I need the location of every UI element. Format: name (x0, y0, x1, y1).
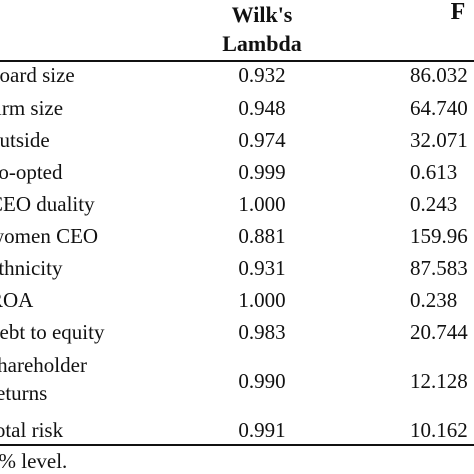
f-value: 64.740 (410, 96, 468, 120)
row-label: outside (0, 128, 50, 152)
header-wilks-line1: Wilk's (231, 2, 293, 27)
f-value: 32.071 (410, 128, 468, 152)
row-label: women CEO (0, 224, 99, 248)
table-footnote: 5% level. (0, 449, 68, 473)
f-value: 86.032 (410, 63, 468, 87)
header-f: F (450, 0, 466, 25)
row-label: ROA (0, 288, 34, 312)
wilks-lambda-value: 0.881 (238, 224, 286, 248)
header-rule (0, 60, 474, 62)
f-value: 12.128 (410, 369, 468, 393)
wilks-lambda-value: 0.974 (238, 128, 286, 152)
table-bottom-rule (0, 444, 474, 446)
wilks-lambda-value: 0.990 (238, 369, 286, 393)
wilks-lambda-value: 0.931 (238, 256, 286, 280)
f-value: 0.613 (410, 160, 458, 184)
row-label: co-opted (0, 160, 63, 184)
f-value: 20.744 (410, 320, 468, 344)
row-label: CEO duality (0, 192, 95, 216)
wilks-lambda-value: 0.999 (238, 160, 286, 184)
header-wilks-line2: Lambda (222, 31, 302, 56)
wilks-lambda-value: 1.000 (238, 192, 286, 216)
row-label: debt to equity (0, 320, 105, 344)
row-label-line1: shareholder (0, 353, 87, 377)
wilks-lambda-value: 0.991 (238, 418, 286, 442)
f-value: 0.238 (410, 288, 458, 312)
row-label: board size (0, 63, 75, 87)
f-value: 87.583 (410, 256, 468, 280)
wilks-lambda-value: 0.948 (238, 96, 286, 120)
header-wilks-lambda: Wilk's Lambda (204, 0, 320, 58)
f-value: 159.96 (410, 224, 468, 248)
wilks-lambda-value: 0.983 (238, 320, 286, 344)
row-label: firm size (0, 96, 64, 120)
wilks-lambda-value: 0.932 (238, 63, 286, 87)
wilks-lambda-value: 1.000 (238, 288, 286, 312)
f-value: 10.162 (410, 418, 468, 442)
row-label: ethnicity (0, 256, 63, 280)
f-value: 0.243 (410, 192, 458, 216)
row-label: total risk (0, 418, 64, 442)
